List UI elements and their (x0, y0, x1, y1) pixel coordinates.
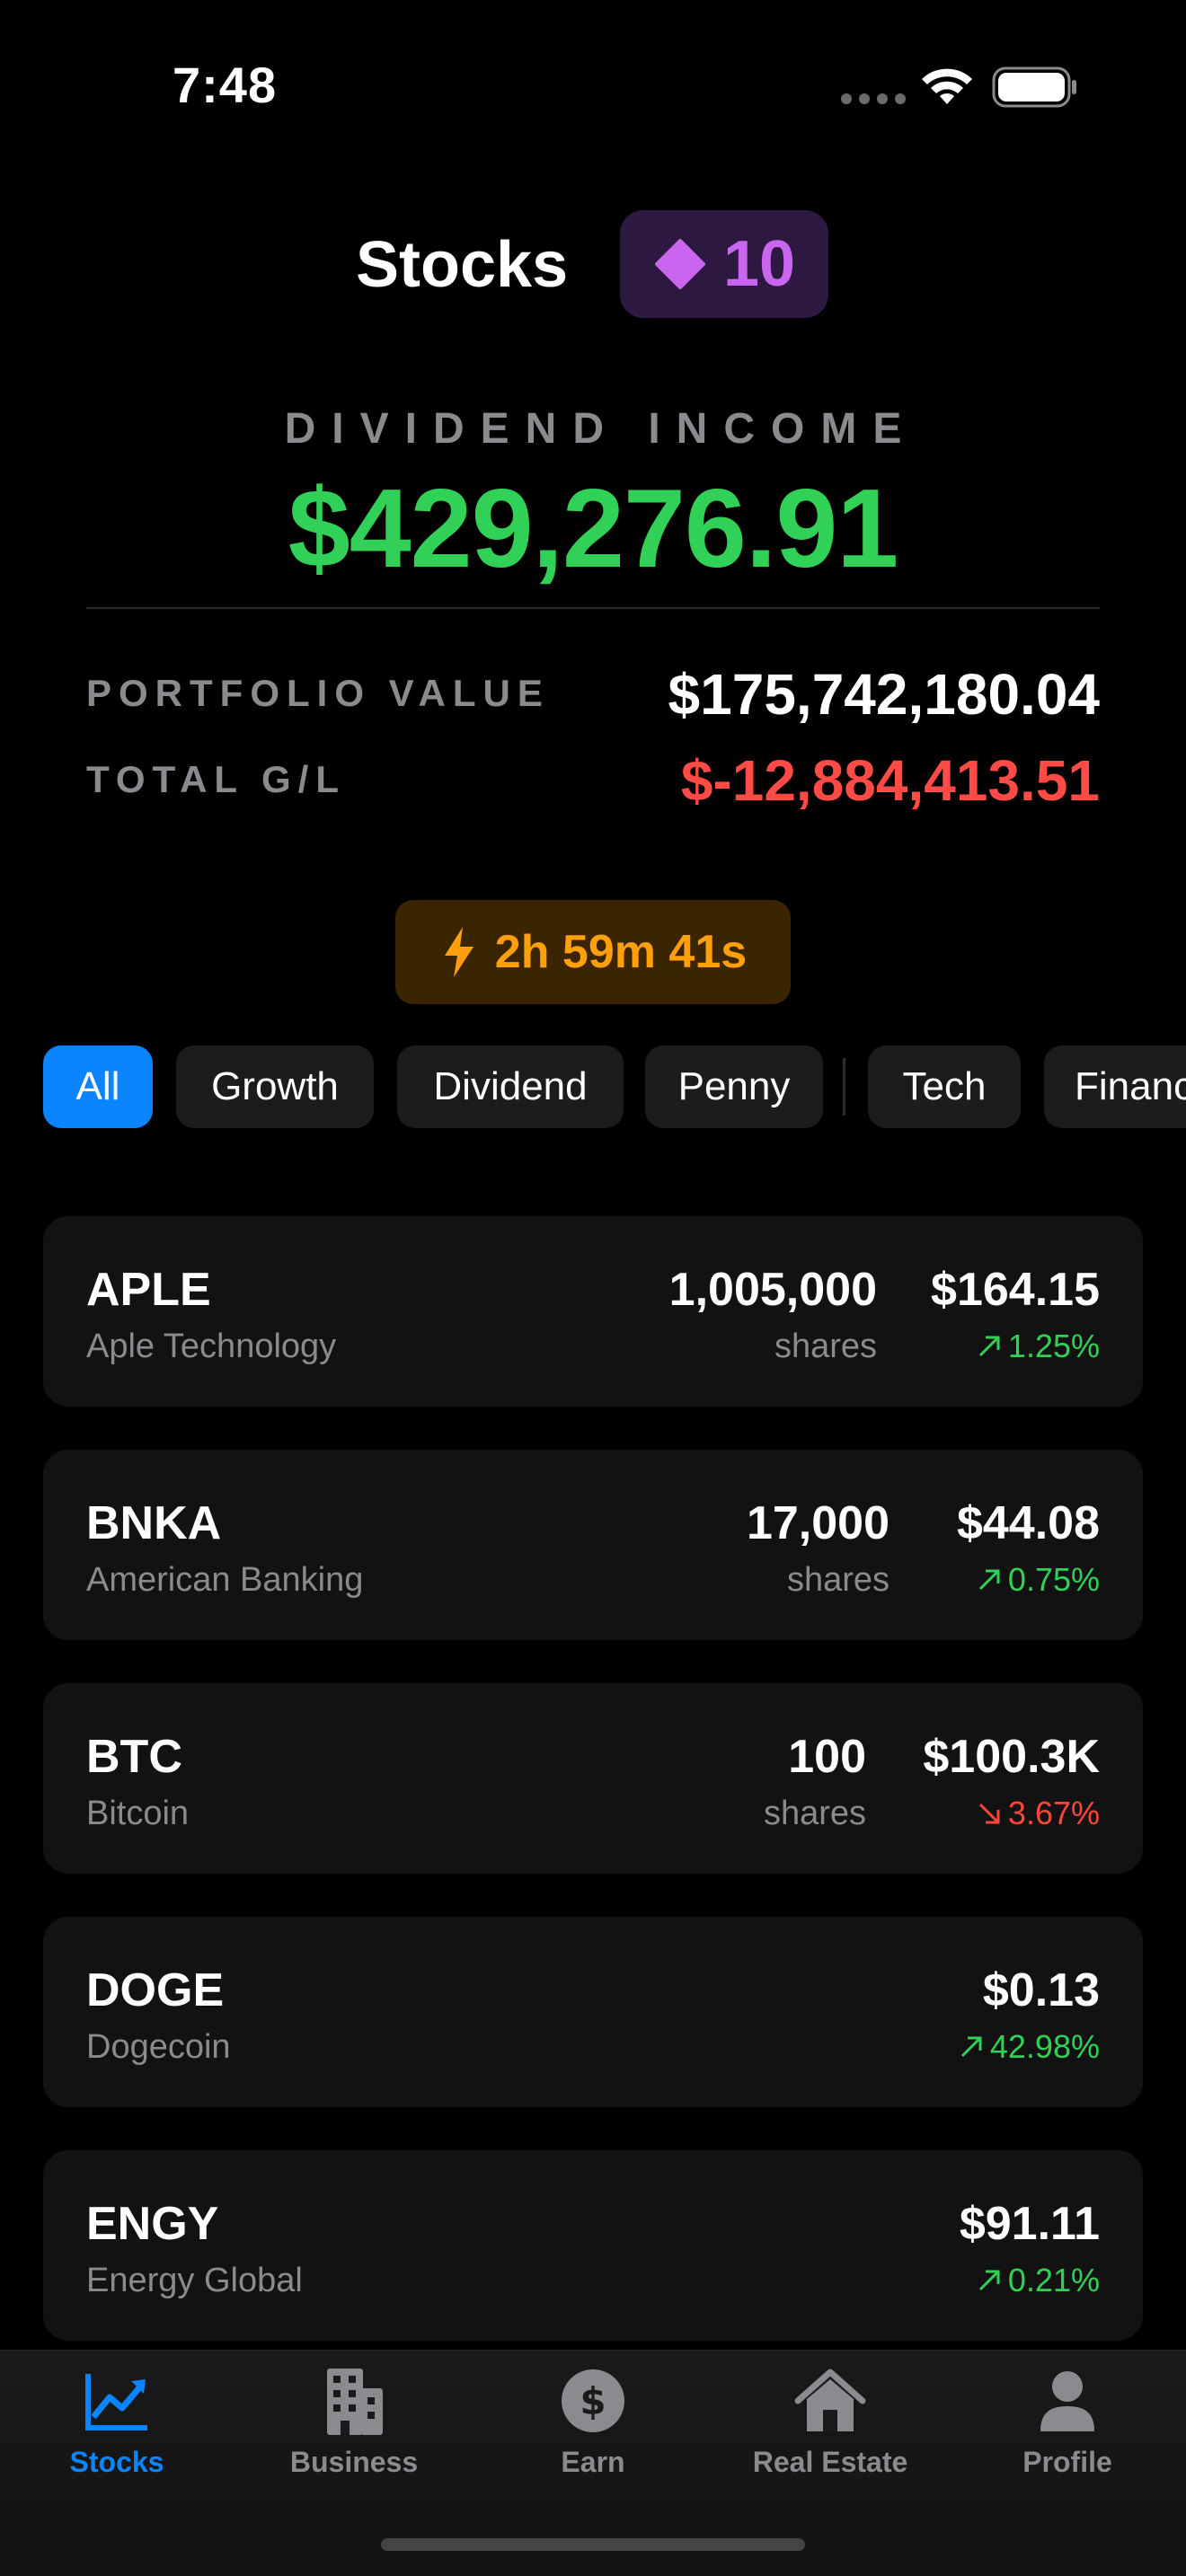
stock-symbol: BTC (86, 1731, 182, 1783)
filter-separator (843, 1058, 845, 1116)
filter-chip-growth[interactable]: Growth (176, 1045, 374, 1128)
stock-change: 3.67% (976, 1795, 1100, 1832)
wifi-icon (922, 68, 972, 104)
total-gl-value: $-12,884,413.51 (680, 748, 1100, 813)
stock-name: Energy Global (86, 2262, 303, 2299)
stock-shares-label: shares (774, 1328, 877, 1365)
filter-chip-penny[interactable]: Penny (645, 1045, 823, 1128)
divider (86, 607, 1100, 609)
stock-change-value: 0.21% (1007, 2262, 1100, 2298)
stock-change-value: 0.75% (1007, 1561, 1100, 1598)
person-icon (1040, 2371, 1094, 2431)
stock-symbol: APLE (86, 1264, 211, 1316)
tab-stocks[interactable]: Stocks (18, 2365, 216, 2500)
home-indicator (381, 2538, 805, 2551)
stock-name: American Banking (86, 1561, 364, 1599)
header: Stocks 10 (0, 208, 1186, 320)
stock-price: $44.08 (956, 1497, 1100, 1549)
dividend-income-value: $429,276.91 (288, 467, 899, 591)
arrow-up-right-icon (978, 1569, 1000, 1591)
page-title: Stocks (356, 229, 569, 301)
battery-icon (992, 66, 1076, 108)
house-icon (794, 2369, 866, 2431)
diamond-icon (654, 239, 705, 289)
tab-label: Earn (561, 2446, 625, 2478)
chart-line-icon (85, 2374, 147, 2430)
dollar-circle-icon: $ (562, 2369, 624, 2432)
arrow-down-right-icon (978, 1803, 1000, 1824)
filter-chip-tech[interactable]: Tech (868, 1045, 1021, 1128)
stock-change: 0.21% (976, 2262, 1100, 2299)
stock-change-value: 42.98% (989, 2028, 1100, 2065)
stock-symbol: BNKA (86, 1497, 222, 1549)
stock-card-doge[interactable]: DOGE Dogecoin $0.13 42.98% (43, 1917, 1143, 2107)
filter-chip-finance[interactable]: Finance (1044, 1045, 1186, 1128)
tab-label: Profile (1022, 2446, 1112, 2478)
tab-label: Business (289, 2446, 419, 2478)
stock-change-value: 1.25% (1007, 1328, 1100, 1364)
stock-name: Dogecoin (86, 2028, 231, 2066)
stock-symbol: ENGY (86, 2198, 219, 2250)
stock-change: 1.25% (976, 1328, 1100, 1365)
stock-shares: 1,005,000 (668, 1264, 877, 1316)
stock-card-btc[interactable]: BTC Bitcoin 100 shares $100.3K 3.67% (43, 1683, 1143, 1874)
portfolio-value-row: PORTFOLIO VALUE $175,742,180.04 (86, 661, 1100, 733)
stock-shares: 17,000 (746, 1497, 890, 1549)
portfolio-value: $175,742,180.04 (668, 662, 1100, 727)
stock-change-value: 3.67% (1007, 1795, 1100, 1831)
filter-chip-dividend[interactable]: Dividend (397, 1045, 624, 1128)
portfolio-value-label: PORTFOLIO VALUE (86, 672, 550, 714)
total-gl-label: TOTAL G/L (86, 758, 346, 800)
tab-earn[interactable]: $ Earn (494, 2365, 692, 2500)
lightning-bolt-icon (444, 927, 474, 977)
tab-label: Stocks (69, 2446, 164, 2478)
stock-symbol: DOGE (86, 1964, 225, 2016)
tab-business[interactable]: Business (255, 2365, 453, 2500)
arrow-up-right-icon (978, 2270, 1000, 2291)
arrow-up-right-icon (978, 1336, 1000, 1357)
total-gl-row: TOTAL G/L $-12,884,413.51 (86, 747, 1100, 819)
svg-text:$: $ (580, 2379, 606, 2423)
stock-price: $91.11 (959, 2198, 1100, 2250)
cellular-signal-icon (841, 93, 906, 104)
stock-price: $164.15 (931, 1264, 1100, 1316)
filter-bar: All Growth Dividend Penny Tech Finance (0, 1045, 1186, 1128)
stock-shares-label: shares (786, 1561, 890, 1599)
boost-timer[interactable]: 2h 59m 41s (395, 900, 791, 1004)
status-bar: 7:48 (0, 0, 1186, 171)
tab-label: Real Estate (752, 2446, 908, 2478)
gem-count: 10 (722, 228, 796, 300)
arrow-up-right-icon (960, 2036, 982, 2058)
dividend-income-label: DIVIDEND INCOME (284, 405, 918, 453)
stock-name: Bitcoin (86, 1795, 190, 1832)
gem-badge[interactable]: 10 (620, 210, 828, 318)
filter-chip-all[interactable]: All (43, 1045, 153, 1128)
stock-change: 0.75% (976, 1561, 1100, 1599)
stock-card-aple[interactable]: APLE Aple Technology 1,005,000 shares $1… (43, 1216, 1143, 1407)
stock-card-engy[interactable]: ENGY Energy Global $91.11 0.21% (43, 2150, 1143, 2341)
stock-shares-label: shares (763, 1795, 866, 1832)
stock-price: $0.13 (982, 1964, 1100, 2016)
stock-name: Aple Technology (86, 1328, 337, 1365)
timer-text: 2h 59m 41s (494, 926, 748, 978)
status-time: 7:48 (173, 57, 278, 113)
stock-card-bnka[interactable]: BNKA American Banking 17,000 shares $44.… (43, 1450, 1143, 1640)
tab-profile[interactable]: Profile (969, 2365, 1166, 2500)
stock-price: $100.3K (923, 1731, 1100, 1783)
tab-real-estate[interactable]: Real Estate (731, 2365, 929, 2500)
stock-change: 42.98% (958, 2028, 1100, 2066)
building-icon (327, 2369, 383, 2435)
stock-shares: 100 (788, 1731, 866, 1783)
